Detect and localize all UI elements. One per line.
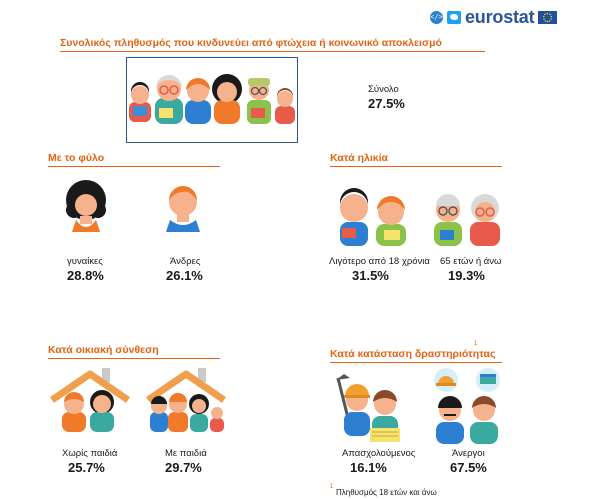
eu-flag-icon [538, 11, 558, 24]
total-section-title: Συνολικός πληθυσμός που κινδυνεύει από φ… [60, 37, 485, 52]
woman-face-icon [66, 180, 106, 232]
household-section-title: Κατά οικιακή σύνθεση [48, 344, 220, 359]
man-figure-icon [185, 78, 211, 124]
total-value: 27.5% [368, 96, 405, 111]
over-65-label: 65 ετών ή άνω [440, 256, 502, 267]
girl-figure-icon [275, 88, 295, 124]
house-with-children-icon [146, 368, 226, 432]
with-children-value: 29.7% [165, 460, 202, 475]
over-65-value: 19.3% [448, 268, 485, 283]
without-children-value: 25.7% [68, 460, 105, 475]
women-value: 28.8% [67, 268, 104, 283]
man-face-icon [166, 186, 200, 232]
grandfather-figure-icon [247, 78, 271, 124]
embed-code-icon[interactable]: </> [430, 11, 443, 24]
women-label: γυναίκες [67, 256, 103, 267]
with-children-label: Με παιδιά [165, 448, 207, 459]
employed-icon [336, 374, 400, 442]
woman-figure-icon [212, 74, 242, 124]
unemployed-icon [434, 368, 500, 444]
men-value: 26.1% [166, 268, 203, 283]
children-icon [340, 188, 406, 246]
age-section-title: Κατά ηλικία [330, 152, 502, 167]
footnote-text: Πληθυσμός 18 ετών και άνω [336, 488, 437, 497]
sex-section-title: Με το φύλο [48, 152, 220, 167]
total-label: Σύνολο [368, 84, 399, 95]
elderly-icon [434, 194, 500, 246]
activity-section-title: Κατά κατάσταση δραστηριότητας [330, 348, 502, 363]
total-illustration [126, 57, 298, 143]
without-children-label: Χωρίς παιδιά [62, 448, 118, 459]
under-18-label: Λιγότερο από 18 χρόνια [329, 256, 430, 267]
employed-value: 16.1% [350, 460, 387, 475]
child-figure-icon [129, 82, 151, 122]
men-label: Άνδρες [170, 256, 201, 267]
unemployed-label: Άνεργοι [452, 448, 485, 459]
employed-label: Απασχολούμενος [342, 448, 416, 459]
activity-footnote-marker: 1 [474, 341, 478, 347]
under-18-value: 31.5% [352, 268, 389, 283]
footnote-marker: 1 [330, 484, 334, 490]
twitter-icon[interactable] [447, 11, 461, 24]
unemployed-value: 67.5% [450, 460, 487, 475]
house-without-children-icon [50, 368, 130, 432]
grandmother-figure-icon [155, 75, 183, 124]
eurostat-logo: eurostat [465, 7, 535, 27]
